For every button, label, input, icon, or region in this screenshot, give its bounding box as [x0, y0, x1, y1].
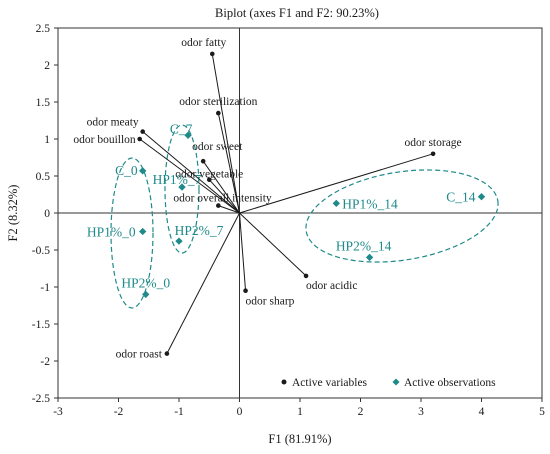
- vector-odor-acidic: [239, 212, 307, 277]
- vector-odor-sweet: [202, 160, 240, 214]
- x-tick-label: 0: [237, 406, 243, 418]
- obs-label-hp1pct-14: HP1%_14: [342, 196, 398, 211]
- x-tick-label: -2: [114, 406, 124, 418]
- y-tick-label: -1: [40, 282, 50, 294]
- x-axis-title: F1 (81.91%): [268, 432, 331, 446]
- point-odor-overall-intensity: [216, 203, 221, 208]
- y-tick-label: 1.5: [36, 97, 51, 109]
- legend-marker-variables: [281, 379, 287, 385]
- variable-vectors: odor fatty odor sterilization odor meaty od…: [73, 37, 461, 361]
- label-odor-roast: odor roast: [116, 349, 163, 361]
- y-tick-label: 2: [44, 60, 50, 72]
- obs-hp2pct-7: [175, 237, 183, 245]
- vector-odor-roast: [166, 212, 240, 354]
- label-odor-fatty: odor fatty: [181, 37, 226, 49]
- label-odor-bouillon: odor bouillon: [73, 134, 136, 146]
- obs-label-c-0: C_0: [115, 163, 138, 178]
- obs-label-c-7: C_7: [170, 121, 193, 136]
- x-tick-label: 5: [539, 406, 545, 418]
- vector-odor-bouillon: [139, 138, 240, 214]
- y-axis-title: F2 (8.32%): [6, 185, 20, 242]
- ellipse-day-0: [110, 157, 154, 309]
- obs-label-hp1pct-7: HP1%_7: [153, 172, 202, 187]
- point-odor-bouillon: [137, 136, 142, 142]
- obs-label-hp2pct-0: HP2%_0: [121, 275, 170, 290]
- obs-hp2pct-0: [142, 290, 150, 299]
- obs-c-14: [477, 193, 486, 201]
- point-odor-sterilization: [216, 110, 221, 116]
- ellipse-day-14: [305, 169, 499, 263]
- y-tick-label: -1.5: [32, 319, 50, 331]
- label-odor-sharp: odor sharp: [246, 296, 295, 308]
- x-tick-label: -3: [53, 406, 63, 418]
- x-tick-label: 3: [418, 406, 424, 418]
- legend: Active variables Active observations: [281, 377, 496, 389]
- vector-odor-meaty: [142, 131, 240, 214]
- label-odor-storage: odor storage: [405, 137, 462, 149]
- vector-odor-overall-intensity: [218, 205, 240, 214]
- point-odor-roast: [164, 351, 170, 356]
- vector-odor-fatty: [211, 53, 240, 214]
- group-ellipses: [110, 124, 499, 309]
- legend-label-variables: Active variables: [292, 377, 368, 389]
- obs-label-c-14: C_14: [446, 190, 476, 205]
- x-tick-label: -1: [174, 406, 184, 418]
- point-odor-sharp: [243, 288, 248, 294]
- x-tick-label: 1: [297, 406, 303, 418]
- obs-label-hp2pct-14: HP2%_14: [336, 238, 392, 253]
- point-odor-acidic: [303, 273, 309, 279]
- legend-label-observations: Active observations: [404, 377, 496, 389]
- y-tick-label: 0.5: [36, 171, 51, 183]
- point-odor-meaty: [140, 129, 145, 134]
- legend-marker-observations: [392, 378, 400, 386]
- point-odor-fatty: [209, 51, 215, 57]
- y-tick-label: 1: [44, 134, 50, 146]
- vector-odor-vegetable: [208, 179, 240, 214]
- x-axis-ticks: -3 -2 -1 0 1 2 3 4 5: [53, 398, 545, 418]
- label-odor-overall-intensity: odor overall intensity: [173, 193, 272, 205]
- x-tick-label: 4: [479, 406, 485, 418]
- y-tick-label: 2.5: [36, 23, 51, 35]
- chart-title: Biplot (axes F1 and F2: 90.23%): [215, 6, 379, 20]
- x-tick-label: 2: [358, 406, 364, 418]
- y-tick-label: 0: [44, 208, 50, 220]
- y-tick-label: -2.5: [32, 393, 50, 405]
- vector-odor-storage: [239, 153, 434, 214]
- y-axis-ticks: -2.5 -2 -1.5 -1 -0.5 0 0.5 1 1.5 2 2.5: [32, 23, 58, 405]
- vector-odor-sterilization: [217, 112, 240, 214]
- label-odor-acidic: odor acidic: [306, 280, 357, 292]
- label-odor-vegetable: odor vegetable: [175, 169, 243, 181]
- obs-hp1pct-0: [139, 227, 147, 236]
- y-tick-label: -0.5: [32, 245, 50, 257]
- obs-label-hp2pct-7: HP2%_7: [175, 223, 224, 238]
- point-odor-sweet: [200, 158, 206, 164]
- point-odor-storage: [430, 151, 436, 157]
- label-odor-sweet: odor sweet: [192, 141, 243, 153]
- observation-points: C_0 HP1%_0 HP2%_0 C_7 HP1%_7 HP2%_7 HP1%_14 C_1…: [87, 121, 486, 299]
- label-odor-sterilization: odor sterilization: [179, 96, 257, 108]
- label-odor-meaty: odor meaty: [87, 117, 139, 129]
- y-tick-label: -2: [40, 356, 50, 368]
- obs-label-hp1pct-0: HP1%_0: [87, 225, 136, 240]
- obs-hp1pct-14: [332, 199, 340, 208]
- obs-hp2pct-14: [365, 253, 374, 262]
- point-odor-vegetable: [206, 177, 212, 182]
- ellipse-day-7: [164, 124, 200, 254]
- vector-odor-sharp: [239, 212, 247, 291]
